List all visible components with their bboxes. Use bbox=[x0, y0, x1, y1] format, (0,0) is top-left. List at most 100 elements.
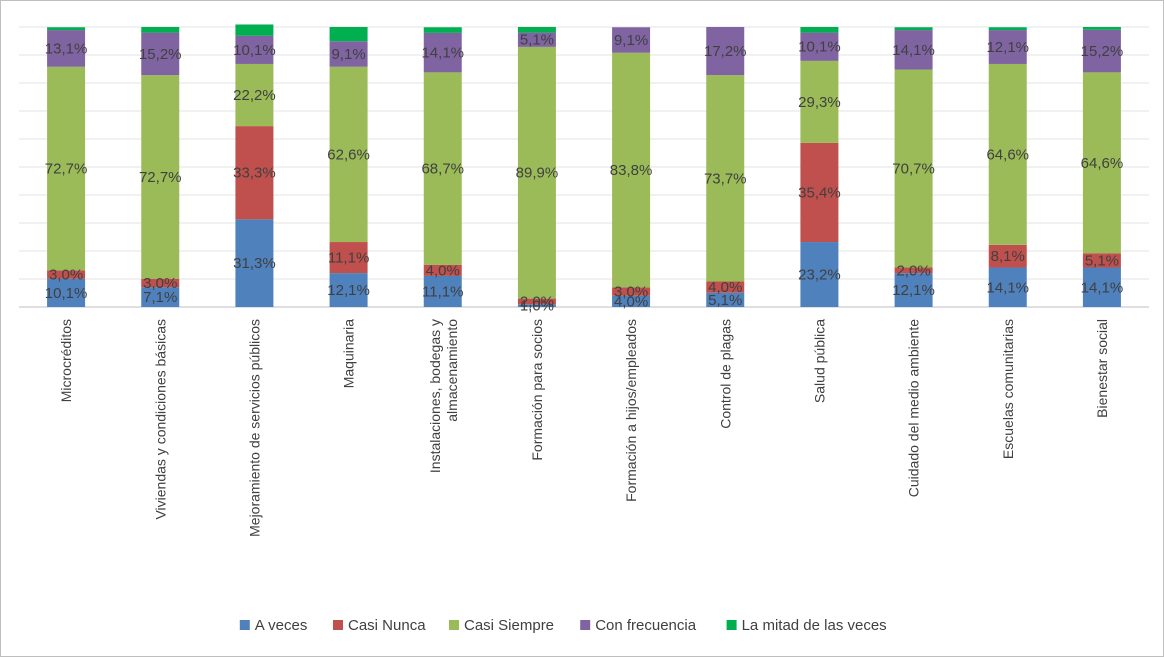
bar-segment bbox=[329, 273, 368, 307]
bar-segment bbox=[235, 35, 274, 64]
category-label: Salud pública bbox=[811, 319, 827, 403]
data-label: 35,4% bbox=[798, 184, 841, 201]
bar-segment bbox=[1082, 253, 1121, 268]
bar-segment bbox=[706, 27, 745, 76]
data-label: 22,2% bbox=[233, 87, 276, 104]
data-label: 2,0% bbox=[520, 293, 554, 310]
bar-segment bbox=[800, 242, 839, 307]
bar-segment bbox=[141, 287, 180, 307]
bar-segment bbox=[706, 281, 745, 293]
legend-label: Casi Nunca bbox=[348, 617, 426, 634]
data-label: 23,2% bbox=[798, 267, 841, 284]
data-label: 64,6% bbox=[986, 146, 1029, 163]
bar-segment bbox=[988, 30, 1027, 64]
category-label: Instalaciones, bodegas yalmacenamiento bbox=[427, 319, 460, 473]
bars bbox=[47, 24, 1121, 307]
bar-segment bbox=[800, 32, 839, 61]
data-label: 33,3% bbox=[233, 165, 276, 182]
bar-segment bbox=[612, 295, 651, 307]
legend-swatch bbox=[580, 620, 591, 630]
bar-segment bbox=[894, 30, 933, 70]
data-label: 11,1% bbox=[422, 283, 463, 300]
bar-segment bbox=[1082, 29, 1121, 73]
bar-segment bbox=[1082, 72, 1121, 254]
data-label: 89,9% bbox=[516, 165, 559, 182]
data-label: 15,2% bbox=[1081, 43, 1124, 60]
category-label: Maquinaria bbox=[341, 319, 357, 388]
data-label: 73,7% bbox=[704, 170, 747, 187]
bar-segment bbox=[235, 126, 274, 220]
bar-segment bbox=[141, 75, 180, 279]
data-label: 68,7% bbox=[421, 161, 464, 178]
bar-segment bbox=[141, 27, 180, 33]
category-label: Bienestar social bbox=[1094, 319, 1110, 418]
bar-segment bbox=[235, 24, 274, 36]
bar-segment bbox=[517, 46, 556, 299]
data-label: 29,3% bbox=[798, 94, 841, 111]
data-label: 72,7% bbox=[139, 169, 182, 186]
bar-segment bbox=[329, 66, 368, 243]
bar-segment bbox=[329, 27, 368, 42]
bar-segment bbox=[235, 219, 274, 307]
bar-segment bbox=[894, 69, 933, 268]
data-label: 15,2% bbox=[139, 46, 182, 63]
bar-segment bbox=[423, 72, 462, 265]
data-label: 5,1% bbox=[1085, 252, 1119, 269]
category-label: Control de plagas bbox=[717, 319, 733, 429]
data-label: 72,7% bbox=[45, 161, 88, 178]
data-label: 5,1% bbox=[520, 32, 554, 49]
data-label: 12,1% bbox=[986, 39, 1029, 56]
data-label: 5,1% bbox=[708, 292, 742, 309]
data-label: 12,1% bbox=[892, 282, 935, 299]
data-labels: 10,1%3,0%72,7%13,1%7,1%3,0%72,7%15,2%31,… bbox=[45, 32, 1123, 315]
gridlines bbox=[19, 26, 1149, 308]
data-label: 10,1% bbox=[45, 285, 88, 302]
bar-segment bbox=[47, 270, 86, 279]
bar-segment bbox=[517, 27, 556, 33]
bar-segment bbox=[423, 32, 462, 73]
data-label: 10,1% bbox=[233, 42, 276, 59]
bar-segment bbox=[894, 27, 933, 31]
bar-segment bbox=[47, 66, 86, 271]
bar-segment bbox=[800, 60, 839, 143]
bar-segment bbox=[988, 267, 1027, 307]
data-label: 17,2% bbox=[704, 43, 747, 60]
data-label: 4,0% bbox=[426, 262, 460, 279]
bar-segment bbox=[988, 27, 1027, 31]
data-label: 4,0% bbox=[708, 279, 742, 296]
data-label: 9,1% bbox=[331, 46, 365, 63]
data-label: 3,0% bbox=[143, 275, 177, 292]
data-label: 10,1% bbox=[798, 39, 841, 56]
bar-segment bbox=[235, 63, 274, 127]
bar-segment bbox=[141, 278, 180, 288]
legend-swatch bbox=[333, 620, 343, 630]
bar-segment bbox=[329, 41, 368, 67]
legend-label: Con frecuencia bbox=[595, 617, 697, 634]
data-label: 14,1% bbox=[986, 279, 1029, 296]
data-label: 14,1% bbox=[421, 45, 464, 62]
data-label: 4,0% bbox=[614, 293, 648, 310]
legend-label: Casi Siempre bbox=[464, 617, 554, 634]
category-label: Escuelas comunitarias bbox=[1000, 319, 1016, 459]
bar-segment bbox=[329, 242, 368, 274]
bar-segment bbox=[517, 298, 556, 305]
bar-segment bbox=[706, 292, 745, 307]
data-label: 13,1% bbox=[45, 40, 88, 57]
data-label: 11,1% bbox=[328, 250, 369, 267]
bar-segment bbox=[1082, 27, 1121, 30]
bar-segment bbox=[1082, 267, 1121, 307]
data-label: 2,0% bbox=[896, 262, 930, 279]
bar-segment bbox=[423, 264, 462, 276]
bar-segment bbox=[612, 287, 651, 296]
bar-segment bbox=[423, 275, 462, 307]
category-label: Mejoramiento de servicios públicos bbox=[246, 319, 262, 537]
data-label: 31,3% bbox=[233, 255, 276, 272]
legend-swatch bbox=[449, 620, 459, 630]
bar-segment bbox=[612, 52, 651, 288]
bar-segment bbox=[47, 30, 86, 67]
bar-segment bbox=[894, 273, 933, 307]
bar-segment bbox=[894, 267, 933, 274]
data-label: 64,6% bbox=[1081, 155, 1124, 172]
category-label: Formación a hijos/empleados bbox=[623, 319, 639, 502]
